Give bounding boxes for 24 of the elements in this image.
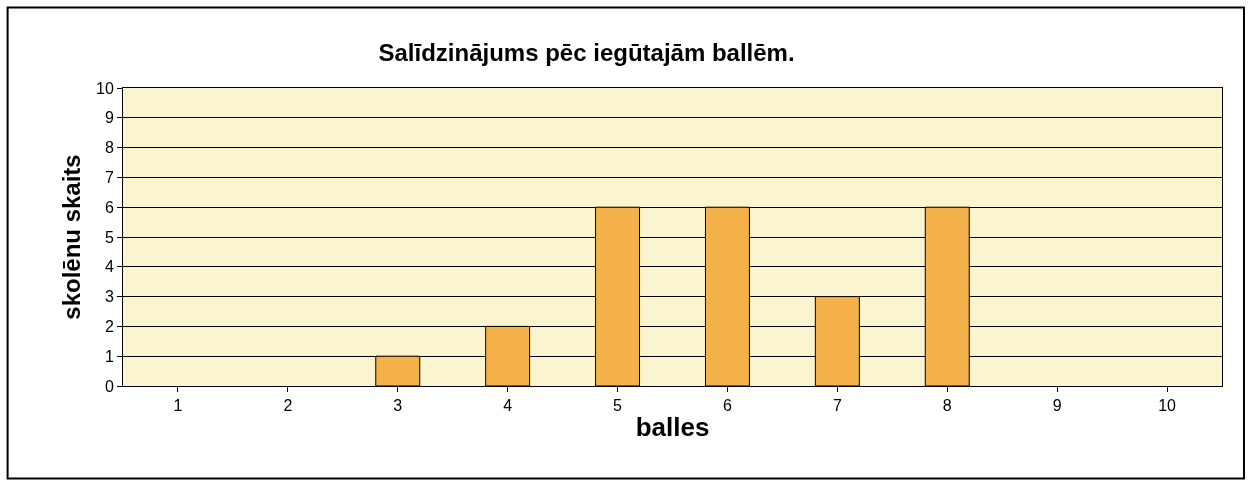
x-tick-label: 10	[1158, 397, 1177, 415]
y-tick-label: 7	[104, 169, 114, 186]
x-tick-label: 7	[832, 397, 842, 415]
x-tick-label: 5	[613, 397, 623, 415]
y-tick-label: 6	[104, 198, 114, 216]
x-tick-label: 2	[283, 397, 293, 415]
x-tick-label: 9	[1052, 397, 1062, 415]
chart-title: Salīdzinājums pēc iegūtajām ballēm.	[378, 39, 795, 67]
x-tick-label: 6	[723, 397, 732, 415]
x-tick-label: 8	[942, 397, 952, 415]
y-tick-label: 10	[96, 79, 114, 97]
y-tick-label: 8	[104, 139, 114, 157]
y-tick-label: 5	[104, 228, 114, 246]
y-tick-label: 4	[104, 258, 114, 276]
x-tick-label: 3	[393, 397, 403, 415]
x-tick-label: 4	[503, 397, 513, 415]
x-axis-title: balles	[635, 411, 710, 442]
y-tick-label: 1	[104, 347, 114, 365]
y-tick-label: 0	[104, 377, 114, 395]
y-tick-label: 9	[104, 109, 114, 127]
y-tick-label: 3	[104, 288, 114, 306]
y-axis-title: skolēnu skaits	[58, 154, 86, 320]
x-tick-label: 1	[173, 397, 183, 415]
y-tick-label: 2	[104, 318, 114, 335]
